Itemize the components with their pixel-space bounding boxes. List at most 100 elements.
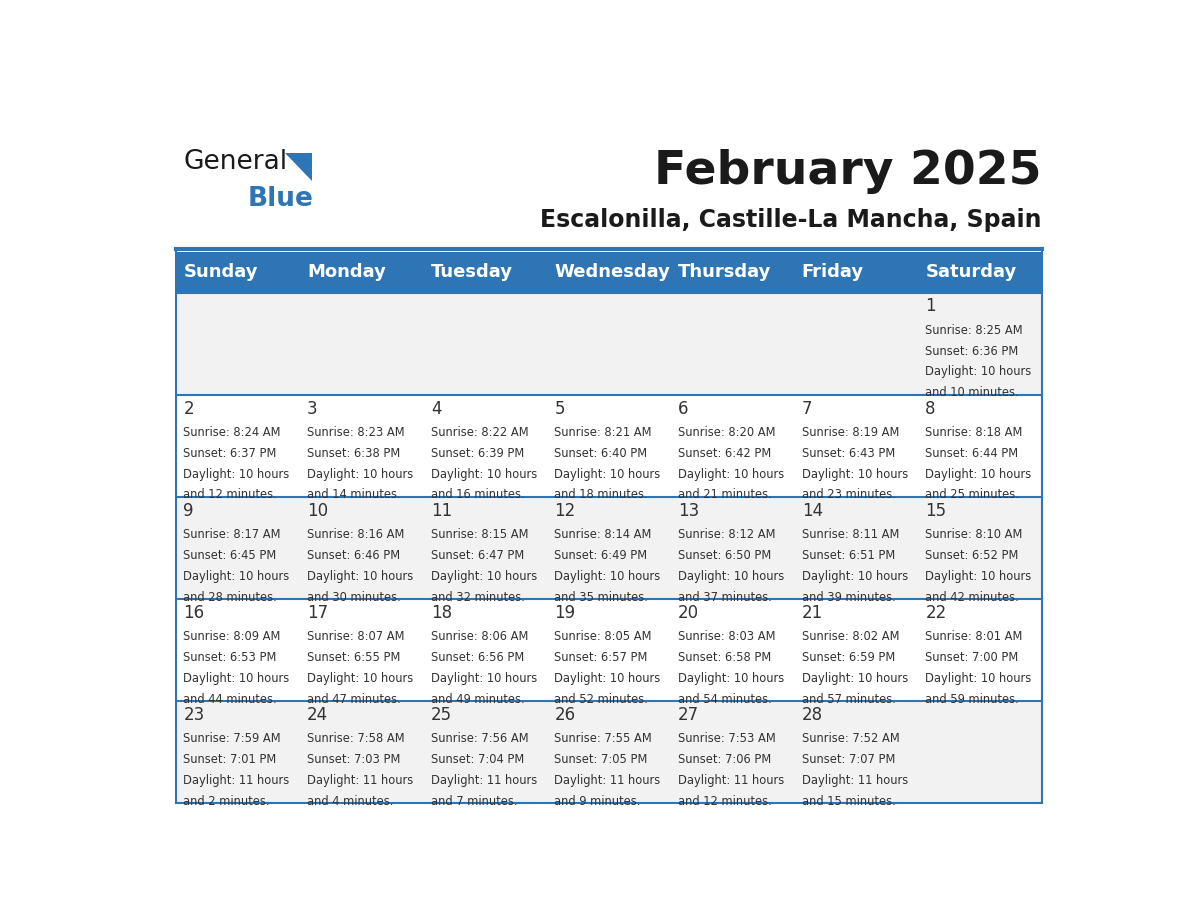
Text: 25: 25 [431, 706, 451, 723]
Text: Sunset: 6:59 PM: Sunset: 6:59 PM [802, 651, 895, 664]
Text: Sunset: 7:01 PM: Sunset: 7:01 PM [183, 753, 277, 766]
Text: and 7 minutes.: and 7 minutes. [431, 795, 517, 808]
Text: and 44 minutes.: and 44 minutes. [183, 692, 277, 706]
Text: Sunset: 6:47 PM: Sunset: 6:47 PM [431, 549, 524, 562]
Text: 7: 7 [802, 399, 813, 418]
Text: Daylight: 11 hours: Daylight: 11 hours [802, 774, 908, 787]
Polygon shape [285, 152, 312, 181]
Text: Sunday: Sunday [183, 263, 258, 281]
Text: 13: 13 [678, 501, 700, 520]
Text: Sunset: 6:55 PM: Sunset: 6:55 PM [308, 651, 400, 664]
Text: Sunrise: 8:14 AM: Sunrise: 8:14 AM [555, 528, 652, 541]
Text: Sunset: 6:50 PM: Sunset: 6:50 PM [678, 549, 771, 562]
Text: and 4 minutes.: and 4 minutes. [308, 795, 393, 808]
Text: Sunrise: 7:56 AM: Sunrise: 7:56 AM [431, 732, 529, 744]
Text: Sunrise: 7:55 AM: Sunrise: 7:55 AM [555, 732, 652, 744]
Text: and 12 minutes.: and 12 minutes. [183, 488, 277, 501]
Text: Daylight: 11 hours: Daylight: 11 hours [431, 774, 537, 787]
FancyBboxPatch shape [176, 599, 1042, 700]
Text: Daylight: 10 hours: Daylight: 10 hours [925, 365, 1031, 378]
Text: and 14 minutes.: and 14 minutes. [308, 488, 400, 501]
Text: Sunset: 7:05 PM: Sunset: 7:05 PM [555, 753, 647, 766]
Text: Daylight: 11 hours: Daylight: 11 hours [308, 774, 413, 787]
Text: Sunset: 6:45 PM: Sunset: 6:45 PM [183, 549, 277, 562]
Text: and 23 minutes.: and 23 minutes. [802, 488, 896, 501]
Text: 10: 10 [308, 501, 328, 520]
Text: 5: 5 [555, 399, 565, 418]
Text: 22: 22 [925, 604, 947, 621]
Text: Daylight: 10 hours: Daylight: 10 hours [308, 570, 413, 583]
Text: Daylight: 10 hours: Daylight: 10 hours [555, 570, 661, 583]
Text: Daylight: 10 hours: Daylight: 10 hours [183, 672, 290, 685]
Text: and 59 minutes.: and 59 minutes. [925, 692, 1019, 706]
Text: 28: 28 [802, 706, 823, 723]
Text: Sunrise: 8:02 AM: Sunrise: 8:02 AM [802, 630, 899, 643]
Text: Sunset: 7:06 PM: Sunset: 7:06 PM [678, 753, 771, 766]
Text: Daylight: 10 hours: Daylight: 10 hours [431, 467, 537, 480]
Text: Sunset: 6:52 PM: Sunset: 6:52 PM [925, 549, 1018, 562]
Text: Sunset: 6:39 PM: Sunset: 6:39 PM [431, 447, 524, 460]
Text: Sunset: 6:44 PM: Sunset: 6:44 PM [925, 447, 1018, 460]
Text: Sunrise: 8:01 AM: Sunrise: 8:01 AM [925, 630, 1023, 643]
Text: Sunset: 6:42 PM: Sunset: 6:42 PM [678, 447, 771, 460]
Text: Daylight: 10 hours: Daylight: 10 hours [802, 467, 908, 480]
Text: Sunrise: 8:24 AM: Sunrise: 8:24 AM [183, 426, 282, 439]
Text: Wednesday: Wednesday [555, 263, 670, 281]
Text: and 9 minutes.: and 9 minutes. [555, 795, 640, 808]
Text: Daylight: 10 hours: Daylight: 10 hours [431, 570, 537, 583]
Text: Sunset: 6:53 PM: Sunset: 6:53 PM [183, 651, 277, 664]
Text: Sunset: 6:46 PM: Sunset: 6:46 PM [308, 549, 400, 562]
Text: 20: 20 [678, 604, 700, 621]
Text: Sunrise: 8:17 AM: Sunrise: 8:17 AM [183, 528, 282, 541]
Text: 19: 19 [555, 604, 575, 621]
Text: Sunset: 7:07 PM: Sunset: 7:07 PM [802, 753, 895, 766]
Text: and 2 minutes.: and 2 minutes. [183, 795, 270, 808]
Text: Thursday: Thursday [678, 263, 771, 281]
Text: 8: 8 [925, 399, 936, 418]
Text: Daylight: 10 hours: Daylight: 10 hours [925, 672, 1031, 685]
Text: Daylight: 11 hours: Daylight: 11 hours [555, 774, 661, 787]
Text: Monday: Monday [308, 263, 386, 281]
Text: 24: 24 [308, 706, 328, 723]
Text: 18: 18 [431, 604, 451, 621]
Text: Sunrise: 8:10 AM: Sunrise: 8:10 AM [925, 528, 1023, 541]
Text: 15: 15 [925, 501, 947, 520]
Text: and 28 minutes.: and 28 minutes. [183, 590, 277, 603]
Text: and 21 minutes.: and 21 minutes. [678, 488, 772, 501]
Text: 9: 9 [183, 501, 194, 520]
Text: and 30 minutes.: and 30 minutes. [308, 590, 400, 603]
Text: Sunset: 6:51 PM: Sunset: 6:51 PM [802, 549, 895, 562]
Text: General: General [183, 149, 287, 175]
Text: Sunrise: 8:15 AM: Sunrise: 8:15 AM [431, 528, 529, 541]
Text: and 39 minutes.: and 39 minutes. [802, 590, 896, 603]
Text: Sunset: 7:04 PM: Sunset: 7:04 PM [431, 753, 524, 766]
FancyBboxPatch shape [176, 293, 1042, 395]
Text: Daylight: 10 hours: Daylight: 10 hours [925, 570, 1031, 583]
Text: 6: 6 [678, 399, 689, 418]
Text: Sunset: 6:56 PM: Sunset: 6:56 PM [431, 651, 524, 664]
Text: Daylight: 10 hours: Daylight: 10 hours [678, 570, 784, 583]
Text: Sunrise: 8:25 AM: Sunrise: 8:25 AM [925, 324, 1023, 337]
Text: Sunset: 7:00 PM: Sunset: 7:00 PM [925, 651, 1018, 664]
Text: 12: 12 [555, 501, 576, 520]
Text: 2: 2 [183, 399, 194, 418]
Text: 16: 16 [183, 604, 204, 621]
Text: and 42 minutes.: and 42 minutes. [925, 590, 1019, 603]
Text: 1: 1 [925, 297, 936, 316]
Text: Daylight: 10 hours: Daylight: 10 hours [308, 672, 413, 685]
Text: Saturday: Saturday [925, 263, 1017, 281]
Text: 3: 3 [308, 399, 317, 418]
Text: Sunset: 6:49 PM: Sunset: 6:49 PM [555, 549, 647, 562]
Text: Daylight: 10 hours: Daylight: 10 hours [925, 467, 1031, 480]
Text: Daylight: 10 hours: Daylight: 10 hours [678, 467, 784, 480]
Text: and 52 minutes.: and 52 minutes. [555, 692, 649, 706]
Text: Sunrise: 7:58 AM: Sunrise: 7:58 AM [308, 732, 405, 744]
Text: Daylight: 10 hours: Daylight: 10 hours [802, 570, 908, 583]
Text: Sunrise: 8:09 AM: Sunrise: 8:09 AM [183, 630, 280, 643]
Text: and 25 minutes.: and 25 minutes. [925, 488, 1019, 501]
Text: Sunrise: 7:59 AM: Sunrise: 7:59 AM [183, 732, 282, 744]
Text: 23: 23 [183, 706, 204, 723]
Text: Sunrise: 8:20 AM: Sunrise: 8:20 AM [678, 426, 776, 439]
Text: Escalonilla, Castille-La Mancha, Spain: Escalonilla, Castille-La Mancha, Spain [541, 207, 1042, 231]
Text: Sunrise: 8:06 AM: Sunrise: 8:06 AM [431, 630, 529, 643]
